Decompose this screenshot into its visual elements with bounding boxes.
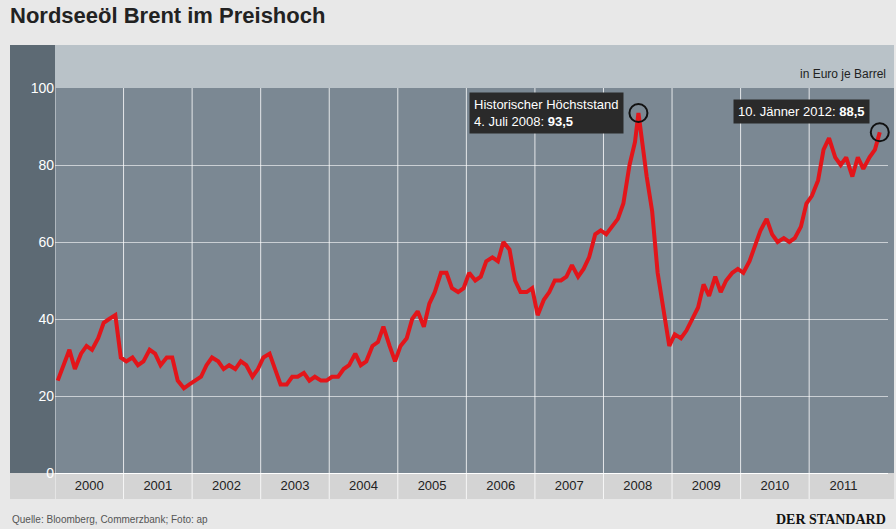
- svg-text:2001: 2001: [143, 478, 172, 493]
- svg-text:Quelle: Bloomberg, Commerzbank: Quelle: Bloomberg, Commerzbank; Foto: ap: [12, 514, 208, 525]
- svg-text:in Euro je Barrel: in Euro je Barrel: [800, 67, 886, 81]
- svg-text:2008: 2008: [623, 478, 652, 493]
- svg-text:2007: 2007: [555, 478, 584, 493]
- svg-text:DER STANDARD: DER STANDARD: [776, 512, 886, 527]
- svg-text:2009: 2009: [692, 478, 721, 493]
- svg-text:0: 0: [46, 465, 54, 481]
- svg-text:2005: 2005: [418, 478, 447, 493]
- svg-text:60: 60: [38, 234, 54, 250]
- svg-text:20: 20: [38, 388, 54, 404]
- svg-text:2002: 2002: [212, 478, 241, 493]
- svg-text:2000: 2000: [75, 478, 104, 493]
- svg-text:2006: 2006: [486, 478, 515, 493]
- svg-text:40: 40: [38, 311, 54, 327]
- svg-text:2003: 2003: [280, 478, 309, 493]
- svg-text:10. Jänner 2012: 88,5: 10. Jänner 2012: 88,5: [738, 104, 865, 119]
- svg-text:2010: 2010: [760, 478, 789, 493]
- svg-text:Nordseeöl Brent im Preishoch: Nordseeöl Brent im Preishoch: [10, 3, 325, 28]
- svg-text:Historischer Höchststand4. Jul: Historischer Höchststand4. Juli 2008: 93…: [474, 97, 619, 129]
- svg-text:100: 100: [31, 80, 55, 96]
- svg-text:2011: 2011: [829, 478, 857, 493]
- svg-text:80: 80: [38, 157, 54, 173]
- svg-text:2004: 2004: [349, 478, 378, 493]
